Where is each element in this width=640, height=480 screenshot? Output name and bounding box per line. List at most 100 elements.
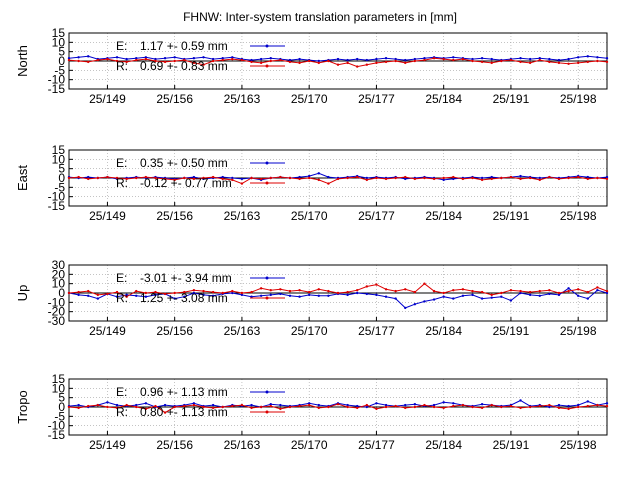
data-point [538, 294, 541, 297]
x-tick-label: 25/156 [156, 438, 193, 452]
data-point [231, 289, 234, 293]
data-point [259, 287, 263, 290]
data-point [557, 406, 561, 410]
y-tick-label: 15 [52, 372, 66, 386]
y-tick-label: 0 [58, 286, 65, 300]
data-point [202, 56, 205, 59]
x-tick-label: 25/170 [291, 92, 328, 106]
data-point [471, 289, 474, 293]
y-tick-label: 15 [52, 26, 66, 40]
data-point [115, 290, 119, 294]
data-point [317, 406, 320, 410]
data-point [154, 57, 157, 61]
data-point [500, 295, 503, 298]
data-point [135, 403, 138, 407]
data-point [87, 60, 90, 64]
data-point [576, 175, 580, 179]
x-tick-label: 25/198 [560, 438, 597, 452]
data-point [279, 403, 282, 407]
data-point [250, 58, 253, 62]
y-tick-label: 0 [58, 54, 65, 68]
data-point [567, 57, 570, 61]
data-point [250, 290, 253, 294]
data-point [298, 175, 301, 179]
data-point [404, 177, 407, 181]
data-point [211, 403, 215, 407]
data-point [452, 177, 455, 181]
y-tick-label: 10 [52, 152, 66, 166]
data-point [250, 406, 253, 410]
data-point [557, 293, 561, 297]
data-point [509, 299, 513, 302]
data-point [183, 58, 186, 62]
data-point [317, 403, 320, 407]
data-point [259, 177, 263, 181]
data-point [269, 403, 272, 406]
data-point [365, 403, 369, 407]
x-tick-label: 25/170 [291, 209, 328, 223]
data-point [605, 60, 609, 64]
data-point [528, 405, 532, 409]
legend-name: E: [116, 385, 127, 399]
data-point [307, 290, 311, 294]
data-point [144, 175, 148, 179]
data-point [240, 58, 244, 62]
data-point [490, 296, 493, 299]
data-point [384, 60, 388, 64]
y-tick-label: 5 [58, 391, 65, 405]
data-point [144, 56, 148, 59]
data-point [596, 176, 599, 180]
data-point [163, 60, 167, 64]
data-point [67, 405, 71, 409]
data-point [480, 297, 484, 300]
data-point [202, 176, 205, 180]
data-point [211, 290, 215, 294]
data-point [404, 403, 407, 407]
x-tick-label: 25/163 [224, 92, 261, 106]
data-point [423, 176, 426, 180]
data-point [154, 293, 157, 297]
data-point [538, 176, 541, 180]
data-point [490, 293, 493, 297]
data-point [183, 295, 186, 298]
data-point [87, 55, 90, 58]
data-point [452, 58, 455, 62]
data-point [144, 291, 148, 295]
data-point [375, 61, 378, 65]
data-point [77, 403, 80, 407]
x-tick-label: 25/170 [291, 438, 328, 452]
data-point [384, 403, 388, 407]
data-point [567, 176, 570, 180]
data-point [327, 59, 330, 63]
data-point [307, 59, 311, 63]
y-axis-label: East [15, 165, 30, 191]
data-point [586, 297, 589, 300]
data-point [135, 176, 138, 180]
data-point [250, 176, 253, 180]
data-point [356, 175, 359, 179]
data-point [87, 294, 90, 297]
data-point [519, 406, 522, 410]
data-point [605, 175, 609, 179]
x-tick-label: 25/191 [493, 324, 530, 338]
data-point [519, 289, 522, 293]
data-point [413, 177, 417, 181]
data-point [192, 289, 196, 292]
data-point [442, 178, 445, 182]
data-point [423, 403, 426, 407]
data-point [269, 57, 272, 60]
data-point [115, 56, 119, 59]
y-tick-label: -5 [54, 180, 65, 194]
data-point [327, 405, 330, 409]
data-point [442, 406, 445, 410]
series-r [67, 282, 609, 298]
data-point [365, 405, 369, 409]
data-point [173, 59, 176, 63]
data-point [432, 289, 436, 293]
data-point [221, 405, 224, 409]
data-point [135, 57, 138, 60]
data-point [528, 176, 532, 180]
data-point [288, 58, 292, 62]
y-tick-label: 0 [58, 400, 65, 414]
